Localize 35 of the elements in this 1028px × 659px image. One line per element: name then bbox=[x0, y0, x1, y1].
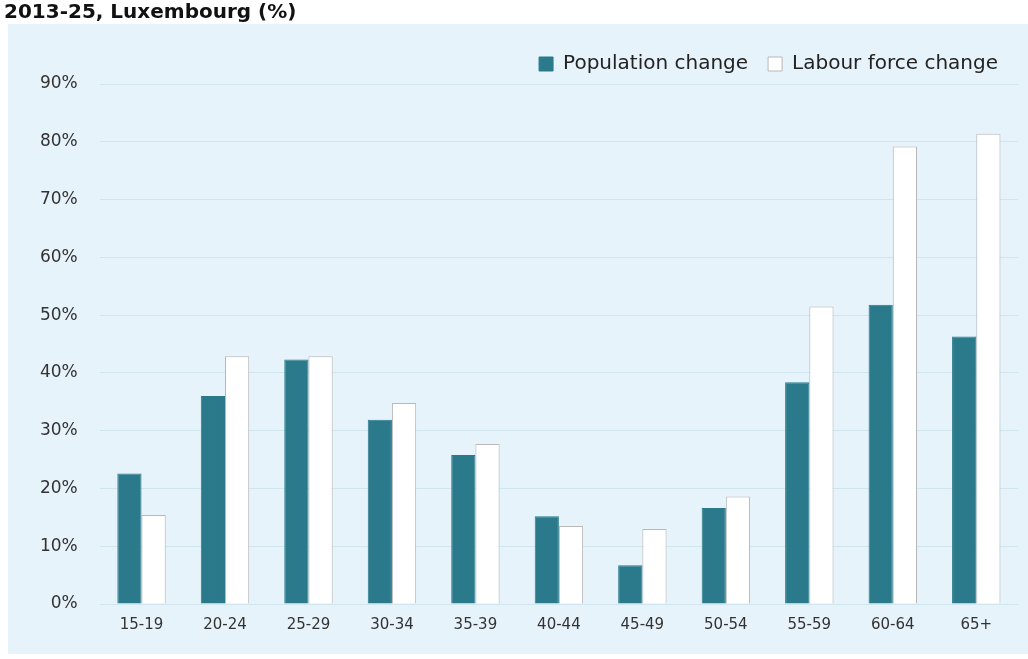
y-tick-label: 80% bbox=[39, 130, 78, 151]
x-tick-label: 30-34 bbox=[370, 614, 414, 633]
y-tick-label: 70% bbox=[39, 187, 78, 208]
x-tick-label: 55-59 bbox=[787, 614, 832, 633]
x-tick-label: 50-54 bbox=[704, 614, 748, 633]
legend-label: Labour force change bbox=[792, 50, 999, 75]
bar bbox=[367, 419, 392, 604]
bar bbox=[284, 359, 309, 604]
bar bbox=[451, 454, 476, 604]
bar bbox=[868, 304, 893, 604]
y-tick-label: 90% bbox=[39, 72, 78, 93]
y-tick-label: 30% bbox=[39, 419, 78, 440]
x-tick-label: 65+ bbox=[960, 614, 993, 633]
y-tick-label: 10% bbox=[39, 534, 78, 555]
x-tick-label: 40-44 bbox=[537, 614, 581, 633]
bar bbox=[785, 382, 810, 604]
y-tick-label: 0% bbox=[50, 592, 78, 613]
y-tick-label: 20% bbox=[39, 476, 78, 497]
x-tick-label: 20-24 bbox=[203, 614, 247, 633]
x-tick-label: 25-29 bbox=[286, 614, 331, 633]
bar bbox=[200, 396, 225, 604]
y-tick-label: 60% bbox=[39, 245, 78, 266]
y-tick-label: 50% bbox=[39, 303, 78, 324]
x-tick-label: 60-64 bbox=[870, 614, 915, 633]
bar bbox=[701, 508, 726, 604]
legend-label: Population change bbox=[563, 50, 749, 75]
chart-title: 2013-25, Luxembourg (%) bbox=[4, 0, 297, 23]
bar bbox=[618, 565, 643, 604]
bar bbox=[117, 473, 142, 604]
bar bbox=[952, 336, 977, 604]
y-tick-label: 40% bbox=[39, 361, 78, 382]
bar bbox=[534, 516, 559, 604]
x-tick-label: 35-39 bbox=[453, 614, 498, 633]
x-tick-label: 45-49 bbox=[620, 614, 665, 633]
x-tick-label: 15-19 bbox=[119, 614, 164, 633]
